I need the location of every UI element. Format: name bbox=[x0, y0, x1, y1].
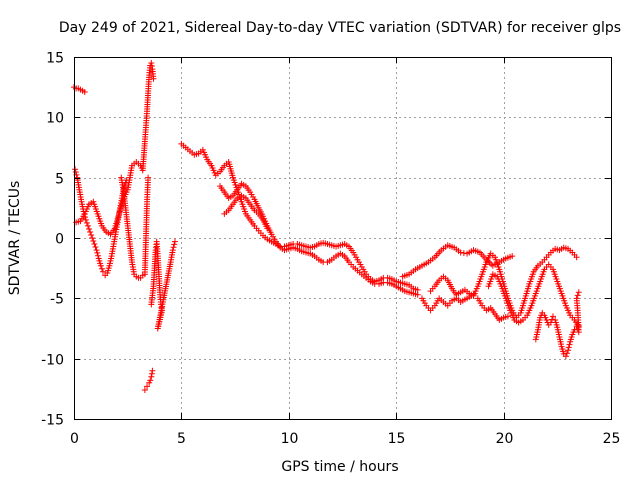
data-point bbox=[93, 247, 100, 254]
data-point bbox=[573, 295, 580, 302]
y-tick-label: 5 bbox=[55, 172, 64, 188]
data-point bbox=[145, 174, 152, 181]
series-track-m bbox=[485, 261, 582, 330]
series-track-c bbox=[73, 60, 157, 238]
data-point bbox=[144, 383, 151, 390]
data-point bbox=[460, 250, 467, 257]
x-tick-label: 0 bbox=[70, 431, 79, 447]
series-track-j bbox=[399, 242, 516, 280]
data-point bbox=[94, 252, 101, 259]
data-point bbox=[169, 247, 176, 254]
data-point bbox=[457, 249, 464, 256]
data-point bbox=[148, 370, 155, 377]
y-tick-label: 0 bbox=[55, 232, 64, 248]
series-track-d bbox=[118, 174, 152, 281]
data-point bbox=[94, 249, 101, 256]
data-point bbox=[509, 253, 516, 260]
x-tick-label: 10 bbox=[281, 431, 299, 447]
data-points bbox=[71, 60, 582, 394]
series-track-l bbox=[418, 291, 477, 314]
x-axis-label: GPS time / hours bbox=[281, 459, 398, 475]
data-point bbox=[91, 241, 98, 248]
y-tick-label: -5 bbox=[50, 292, 64, 308]
data-point bbox=[548, 316, 555, 323]
x-tick-label: 5 bbox=[177, 431, 186, 447]
data-point bbox=[88, 231, 95, 238]
x-tick-label: 15 bbox=[388, 431, 406, 447]
data-point bbox=[99, 268, 106, 275]
data-point bbox=[72, 166, 79, 173]
data-point bbox=[573, 254, 580, 261]
y-tick-label: -15 bbox=[41, 413, 64, 429]
chart-title: Day 249 of 2021, Sidereal Day-to-day VTE… bbox=[59, 20, 621, 36]
data-point bbox=[264, 225, 271, 232]
data-point bbox=[149, 367, 156, 374]
series-track-n bbox=[474, 295, 511, 324]
y-tick-label: 15 bbox=[46, 51, 64, 67]
y-tick-label: -10 bbox=[41, 353, 64, 369]
data-point bbox=[562, 353, 569, 360]
series-track-o bbox=[532, 289, 582, 360]
series-track-f bbox=[148, 238, 178, 332]
data-point bbox=[98, 265, 105, 272]
data-point bbox=[170, 244, 177, 251]
data-point bbox=[72, 169, 79, 176]
data-point bbox=[470, 291, 477, 298]
series-track-i bbox=[221, 192, 271, 232]
data-point bbox=[90, 238, 97, 245]
data-point bbox=[92, 244, 99, 251]
data-point bbox=[414, 291, 421, 298]
data-point bbox=[565, 344, 572, 351]
data-point bbox=[563, 350, 570, 357]
data-point bbox=[547, 319, 554, 326]
data-point bbox=[83, 219, 90, 226]
data-point bbox=[89, 235, 96, 241]
data-point bbox=[148, 63, 155, 70]
data-point bbox=[574, 292, 581, 299]
data-point bbox=[84, 222, 91, 229]
series-track-e bbox=[141, 367, 156, 394]
data-point bbox=[148, 60, 155, 67]
grid bbox=[74, 57, 611, 419]
data-point bbox=[575, 289, 582, 296]
data-point bbox=[171, 238, 178, 245]
x-tick-label: 25 bbox=[603, 431, 621, 447]
data-point bbox=[147, 377, 154, 384]
axis-ticks: 0 5 10 15 20 25 -15 -10 -5 0 5 10 15 bbox=[41, 51, 620, 448]
data-point bbox=[82, 216, 89, 223]
data-point bbox=[122, 180, 129, 187]
data-point bbox=[148, 373, 155, 380]
y-axis-label: SDTVAR / TECUs bbox=[7, 181, 23, 296]
data-point bbox=[86, 225, 93, 232]
data-point bbox=[97, 262, 104, 269]
y-tick-label: 10 bbox=[46, 111, 64, 127]
x-tick-label: 20 bbox=[496, 431, 514, 447]
data-point bbox=[504, 313, 511, 320]
data-point bbox=[141, 387, 148, 394]
data-point bbox=[565, 347, 572, 354]
data-point bbox=[87, 228, 94, 235]
data-point bbox=[81, 88, 88, 95]
data-point bbox=[150, 75, 157, 82]
data-point bbox=[171, 241, 178, 248]
data-point bbox=[550, 313, 557, 320]
data-point bbox=[566, 341, 573, 348]
